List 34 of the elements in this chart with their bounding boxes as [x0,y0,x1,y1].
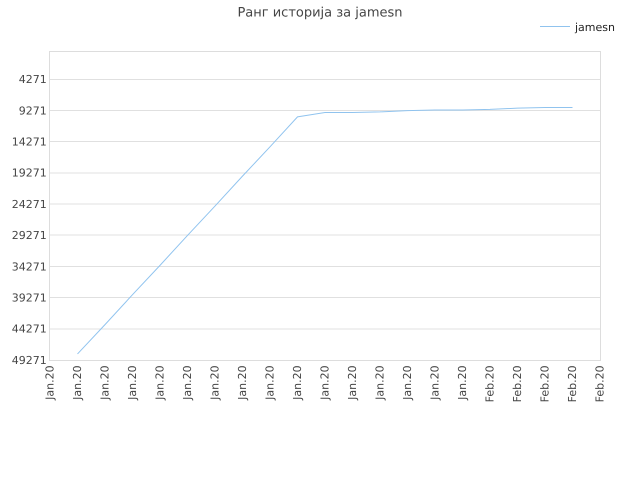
y-tick-label: 34271 [12,260,47,274]
x-tick-label: Jan.20 [456,365,470,401]
y-tick-label: 4271 [18,73,47,86]
x-tick-label: Feb.20 [594,365,607,402]
x-tick-label: Feb.20 [484,365,497,402]
line-series [77,107,573,354]
x-tick-label: Jan.20 [126,365,140,401]
x-tick-label: Jan.20 [264,365,277,401]
x-tick-label: Jan.20 [374,365,387,401]
x-tick-label: Feb.20 [538,365,552,402]
x-tick-label: Feb.20 [511,365,524,402]
x-tick-label: Jan.20 [291,365,304,401]
x-tick-label: Jan.20 [346,365,360,401]
x-tick-label: Jan.20 [44,365,57,401]
x-tick-label: Jan.20 [181,365,194,401]
y-tick-label: 44271 [12,322,47,336]
y-tick-label: 39271 [12,291,47,304]
x-tick-label: Jan.20 [71,365,84,401]
legend-label: jamesn [574,20,616,34]
y-tick-label: 19271 [12,166,47,180]
y-tick-label: 9271 [18,104,47,118]
x-tick-label: Jan.20 [98,365,112,401]
x-tick-label: Jan.20 [428,365,442,401]
x-tick-label: Feb.20 [566,365,580,402]
x-tick-label: Jan.20 [236,365,250,401]
y-tick-label: 49271 [12,354,47,367]
chart-title: Ранг историја за jamesn [237,5,403,20]
x-tick-label: Jan.20 [318,365,332,401]
x-tick-label: Jan.20 [208,365,222,401]
y-tick-label: 14271 [12,136,47,148]
x-tick-label: Jan.20 [401,365,414,401]
x-tick-label: Jan.20 [154,365,167,401]
y-tick-label: 24271 [12,198,47,211]
y-tick-label: 29271 [12,229,47,242]
